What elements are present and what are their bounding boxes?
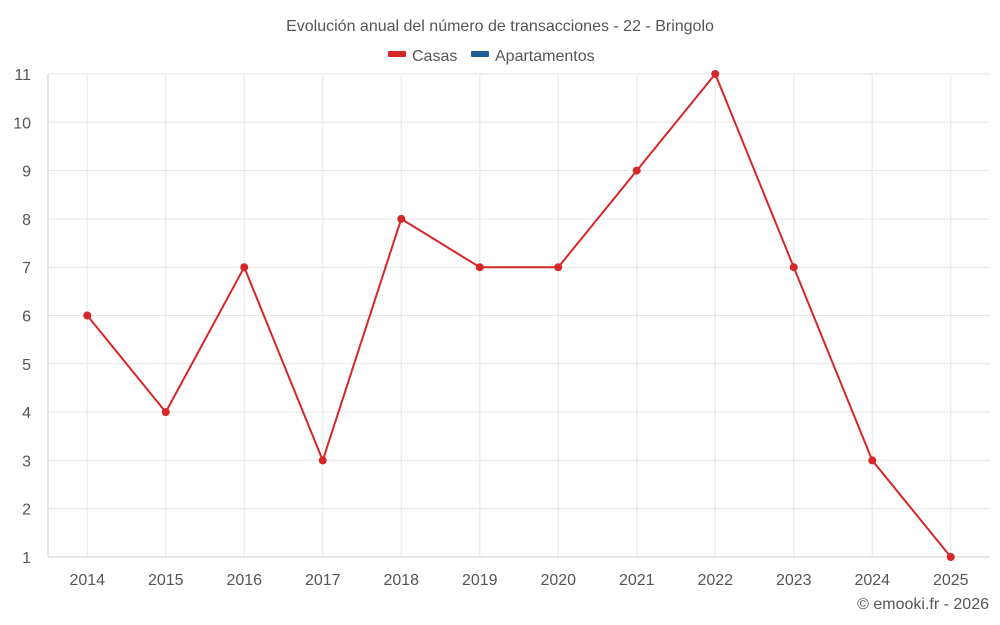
chart-title: Evolución anual del número de transaccio… bbox=[286, 18, 714, 35]
y-tick-label: 10 bbox=[13, 115, 31, 132]
y-tick-label: 6 bbox=[22, 309, 31, 326]
y-tick-label: 1 bbox=[22, 550, 31, 567]
x-tick-label: 2014 bbox=[69, 572, 105, 589]
series-line-casas bbox=[86, 73, 952, 558]
data-point[interactable] bbox=[632, 166, 641, 175]
x-tick-label: 2019 bbox=[462, 572, 498, 589]
data-point[interactable] bbox=[240, 263, 249, 272]
legend-item-apartamentos[interactable]: Apartamentos bbox=[471, 48, 595, 65]
x-tick-label: 2024 bbox=[854, 572, 890, 589]
y-tick-label: 5 bbox=[22, 357, 31, 374]
y-tick-label: 2 bbox=[22, 502, 31, 519]
axes: 1 2 3 4 5 6 7 8 9 10 11 2014 2015 2016 2017 2018 2019 202… bbox=[13, 67, 990, 589]
legend-swatch-apartamentos bbox=[471, 51, 489, 57]
y-tick-label: 7 bbox=[22, 260, 31, 277]
data-point[interactable] bbox=[397, 214, 406, 223]
series-casas bbox=[83, 70, 955, 561]
x-tick-label: 2020 bbox=[540, 572, 576, 589]
x-tick-label: 2021 bbox=[619, 572, 655, 589]
data-point[interactable] bbox=[475, 263, 484, 272]
x-tick-label: 2023 bbox=[776, 572, 812, 589]
x-tick-label: 2017 bbox=[305, 572, 341, 589]
data-point[interactable] bbox=[711, 70, 720, 78]
y-tick-label: 4 bbox=[22, 405, 31, 422]
y-tick-label: 8 bbox=[22, 212, 31, 229]
data-point[interactable] bbox=[946, 553, 955, 561]
y-tick-label: 9 bbox=[22, 164, 31, 181]
y-tick-label: 11 bbox=[14, 67, 31, 84]
legend-item-casas[interactable]: Casas bbox=[388, 48, 457, 65]
legend: Casas Apartamentos bbox=[388, 48, 595, 65]
x-tick-label: 2025 bbox=[933, 572, 969, 589]
x-tick-label: 2018 bbox=[383, 572, 419, 589]
legend-label-casas: Casas bbox=[412, 48, 457, 65]
legend-label-apartamentos: Apartamentos bbox=[495, 48, 595, 65]
data-point[interactable] bbox=[554, 263, 563, 272]
y-tick-label: 3 bbox=[22, 453, 31, 470]
x-tick-label: 2022 bbox=[697, 572, 733, 589]
data-point[interactable] bbox=[789, 263, 798, 272]
credit-text: © emooki.fr - 2026 bbox=[857, 596, 989, 613]
data-point[interactable] bbox=[868, 456, 877, 465]
data-point[interactable] bbox=[161, 408, 170, 417]
gridlines bbox=[48, 73, 990, 557]
legend-swatch-casas bbox=[388, 51, 406, 57]
x-tick-label: 2016 bbox=[226, 572, 262, 589]
x-tick-label: 2015 bbox=[148, 572, 184, 589]
data-point[interactable] bbox=[83, 311, 92, 320]
data-point[interactable] bbox=[318, 456, 327, 465]
